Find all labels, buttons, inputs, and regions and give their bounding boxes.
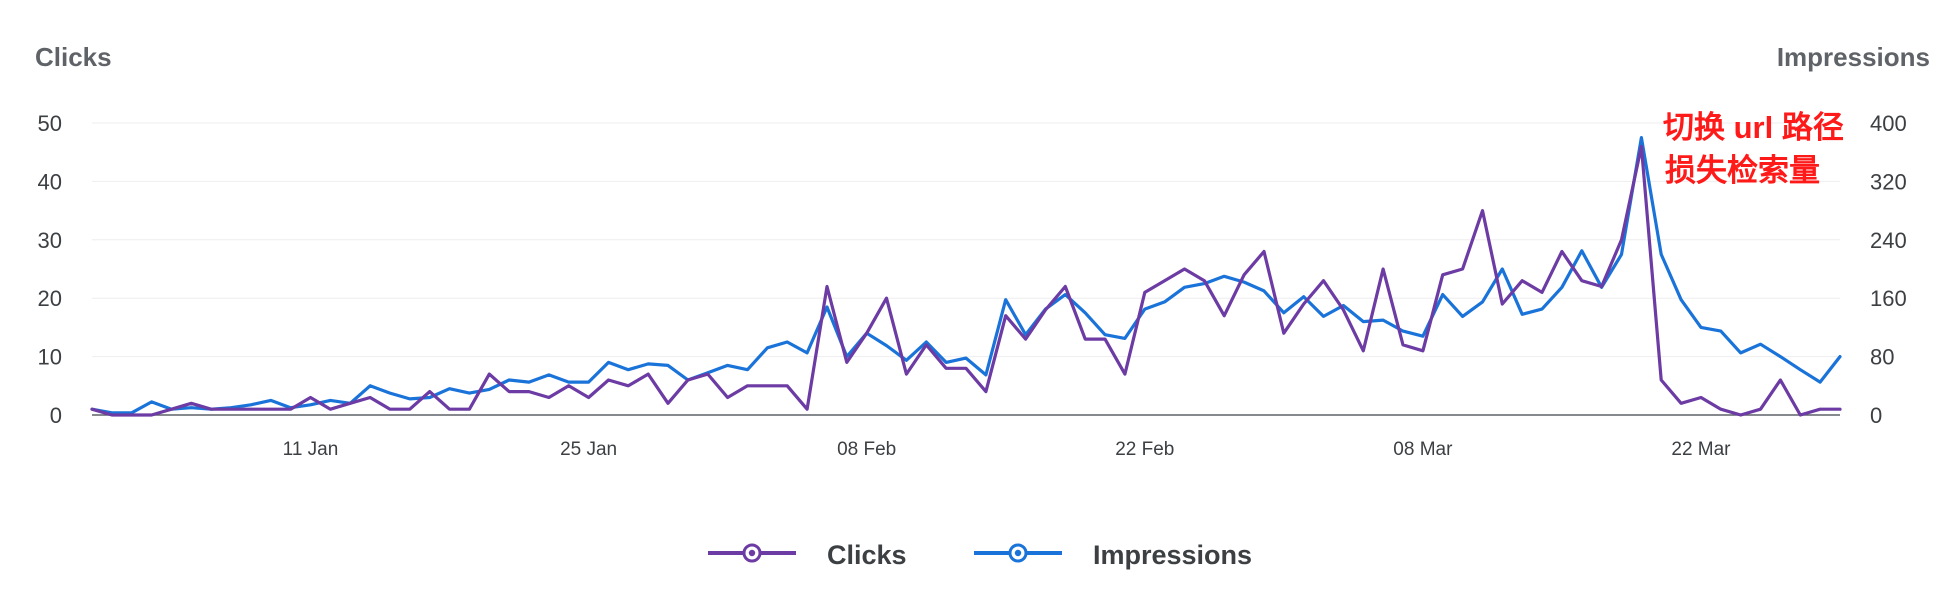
right-tick-label: 240 (1870, 228, 1907, 253)
legend-item-impressions[interactable]: Impressions (974, 540, 1252, 570)
x-axis-ticks: 11 Jan 25 Jan 08 Feb 22 Feb 08 Mar 22 Mar (283, 439, 1732, 460)
left-tick-label: 50 (38, 111, 62, 136)
legend-item-clicks[interactable]: Clicks (708, 540, 907, 570)
left-tick-label: 30 (38, 228, 62, 253)
x-tick-label: 25 Jan (560, 439, 617, 460)
left-axis-title: Clicks (35, 42, 112, 72)
legend-clicks-label: Clicks (827, 540, 907, 570)
left-axis-ticks: 0 10 20 30 40 50 (38, 111, 62, 428)
x-tick-label: 08 Feb (837, 439, 896, 460)
right-tick-label: 400 (1870, 111, 1907, 136)
left-tick-label: 20 (38, 286, 62, 311)
grid-lines (92, 122, 1840, 358)
left-tick-label: 0 (50, 403, 62, 428)
annotation-line-2: 损失检索量 (1665, 153, 1820, 188)
left-tick-label: 40 (38, 169, 62, 194)
x-tick-label: 11 Jan (283, 439, 339, 460)
series-line-impressions (90, 136, 1842, 415)
left-tick-label: 10 (38, 345, 62, 370)
x-tick-label: 22 Feb (1115, 439, 1174, 460)
x-tick-label: 08 Mar (1393, 439, 1453, 460)
series-line-clicks (90, 144, 1842, 417)
right-tick-label: 0 (1870, 403, 1882, 428)
right-axis-title: Impressions (1777, 42, 1930, 72)
right-tick-label: 160 (1870, 286, 1907, 311)
annotation-line-1: 切换 url 路径 (1663, 110, 1844, 145)
x-tick-label: 22 Mar (1671, 439, 1731, 460)
legend-clicks-marker-dot (748, 549, 756, 557)
legend-impressions-marker-dot (1014, 549, 1022, 557)
right-tick-label: 320 (1870, 169, 1907, 194)
series-layer (90, 136, 1842, 417)
legend-impressions-label: Impressions (1093, 540, 1252, 570)
right-axis-ticks: 0 80 160 240 320 400 (1870, 111, 1907, 428)
legend: Clicks Impressions (708, 540, 1252, 570)
right-tick-label: 80 (1870, 345, 1894, 370)
